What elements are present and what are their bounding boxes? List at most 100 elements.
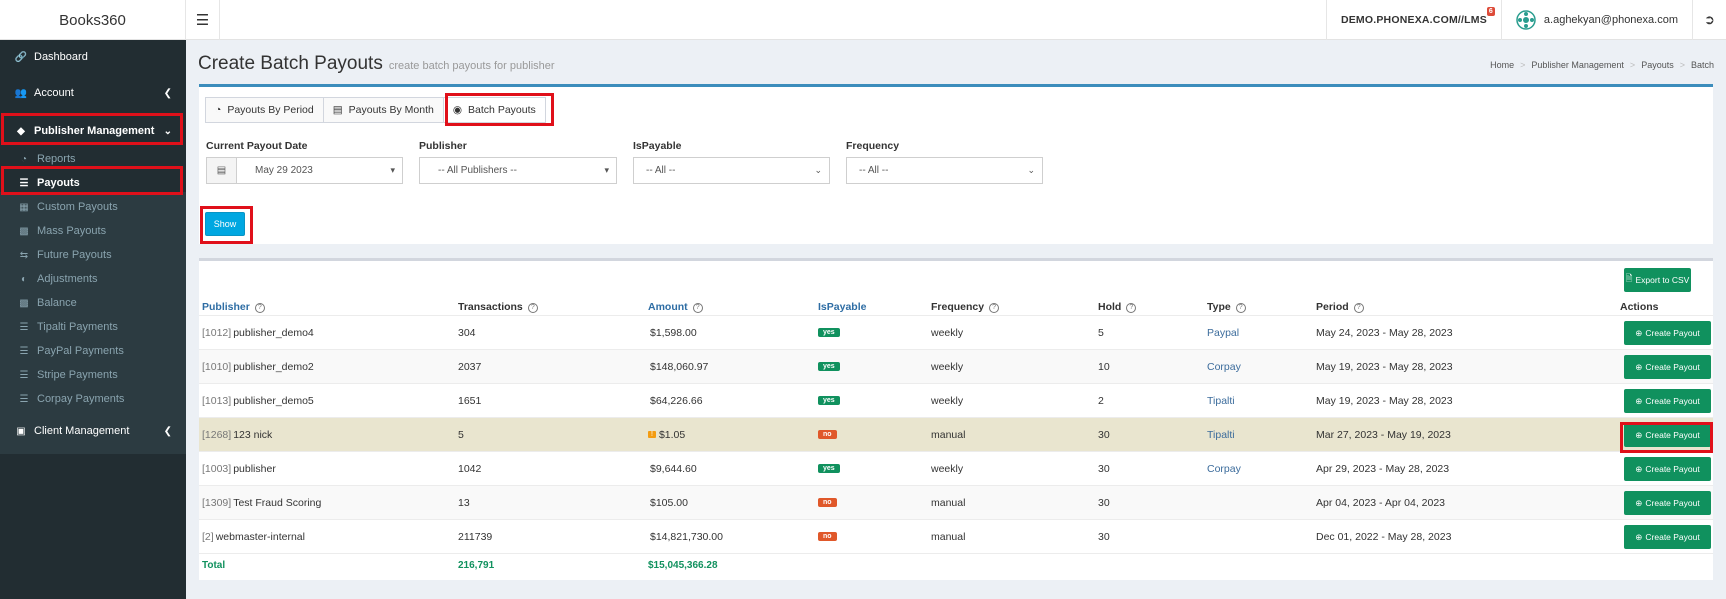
list-icon: ☰	[19, 393, 29, 405]
cell-publisher: [1013] publisher_demo5	[202, 384, 314, 417]
sidebar-subitem-custom-payouts[interactable]: ▦ Custom Payouts	[0, 195, 186, 219]
breadcrumb-home[interactable]: Home	[1490, 60, 1515, 70]
payout-date-picker[interactable]: ▤ May 29 2023 ▾	[206, 157, 403, 184]
lms-link[interactable]: DEMO.PHONEXA.COM//LMS 6	[1325, 0, 1501, 40]
create-payout-button[interactable]: ⊕ Create Payout	[1624, 457, 1711, 481]
list-icon: ☰	[19, 369, 29, 381]
tab-payouts-by-month[interactable]: ▤ Payouts By Month	[322, 97, 444, 123]
sidebar-item-publisher-management[interactable]: ◆ Publisher Management ⌄	[0, 114, 186, 148]
cell-hold: 30	[1098, 462, 1110, 475]
column-header-label: Frequency	[931, 301, 985, 313]
export-csv-button[interactable]: 🗎 Export to CSV	[1624, 268, 1691, 292]
create-payout-label: Create Payout	[1645, 328, 1700, 338]
create-payout-button[interactable]: ⊕ Create Payout	[1624, 423, 1711, 447]
cell-amount: $64,226.66	[650, 394, 703, 407]
chevron-down-icon: ⌄	[814, 165, 822, 175]
cell-hold: 30	[1098, 530, 1110, 543]
breadcrumb-publisher-management[interactable]: Publisher Management	[1531, 60, 1624, 70]
publisher-name: publisher_demo2	[233, 360, 314, 373]
cell-is-payable: yes	[818, 452, 840, 485]
cell-hold: 30	[1098, 428, 1110, 441]
create-payout-label: Create Payout	[1645, 464, 1700, 474]
user-menu[interactable]: a.aghekyan@phonexa.com	[1500, 0, 1692, 40]
column-header-label: Transactions	[458, 301, 523, 313]
cell-period: Mar 27, 2023 - May 19, 2023	[1316, 428, 1451, 441]
cell-type[interactable]: Tipalti	[1207, 394, 1235, 407]
app-logo[interactable]: Books360	[0, 0, 186, 40]
create-payout-label: Create Payout	[1645, 532, 1700, 542]
sidebar-subitem-reports[interactable]: ◔ Reports	[0, 147, 186, 171]
cell-amount: $1,598.00	[650, 326, 697, 339]
frequency-label: Frequency	[846, 140, 900, 152]
help-icon: ?	[1353, 303, 1364, 313]
status-badge: yes	[818, 328, 840, 337]
sidebar-subitem-payouts[interactable]: ☰ Payouts	[0, 171, 186, 195]
cubes-icon: ◉	[452, 104, 463, 116]
sidebar-subitem-future-payouts[interactable]: ⇆ Future Payouts	[0, 243, 186, 267]
hamburger-icon[interactable]: ☰	[186, 0, 220, 40]
list-icon: ☰	[19, 177, 29, 189]
table-row: [1012] publisher_demo4 304 $1,598.00 yes …	[199, 315, 1713, 349]
sidebar-subitem-balance[interactable]: ▩ Balance	[0, 291, 186, 315]
show-button[interactable]: Show	[205, 212, 245, 236]
sidebar-subitem-corpay-payments[interactable]: ☰ Corpay Payments	[0, 387, 186, 411]
publisher-name: publisher	[233, 462, 276, 475]
sidebar-item-dashboard[interactable]: 🔗 Dashboard	[0, 40, 186, 74]
sidebar-subitem-stripe-payments[interactable]: ☰ Stripe Payments	[0, 363, 186, 387]
chevron-left-icon: ❮	[163, 425, 172, 437]
create-payout-button[interactable]: ⊕ Create Payout	[1624, 321, 1711, 345]
sidebar-subitem-tipalti-payments[interactable]: ☰ Tipalti Payments	[0, 315, 186, 339]
page-subtitle: create batch payouts for publisher	[388, 60, 555, 72]
cell-type[interactable]: Corpay	[1207, 360, 1241, 373]
is-payable-select[interactable]: -- All -- ⌄	[633, 157, 830, 184]
tab-payouts-by-period[interactable]: ◔ Payouts By Period	[205, 97, 324, 123]
chevron-left-icon: ❮	[163, 87, 172, 99]
cell-type[interactable]: Paypal	[1207, 326, 1240, 339]
cell-is-payable: yes	[818, 350, 840, 383]
cell-publisher: [1309] Test Fraud Scoring	[202, 486, 321, 519]
cell-type[interactable]: Tipalti	[1207, 428, 1235, 441]
caret-down-icon: ▾	[604, 165, 609, 175]
tab-batch-payouts[interactable]: ◉ Batch Payouts	[442, 97, 546, 123]
adjust-icon: ◐	[20, 273, 28, 285]
table-row: [1003] publisher 1042 $9,644.60 yes weekl…	[199, 451, 1713, 485]
money-icon: ▩	[19, 225, 29, 237]
pie-chart-icon: ◔	[215, 104, 222, 116]
cell-transactions: 304	[458, 326, 476, 339]
total-label: Total	[202, 560, 226, 571]
cell-period: May 24, 2023 - May 28, 2023	[1316, 326, 1453, 339]
sidebar-item-account[interactable]: 👥 Account ❮	[0, 76, 186, 110]
sidebar-subitem-paypal-payments[interactable]: ☰ PayPal Payments	[0, 339, 186, 363]
sidebar-item-client-management[interactable]: ▣ Client Management ❮	[0, 414, 186, 448]
page-title-text: Create Batch Payouts	[198, 53, 383, 74]
notification-badge: 6	[1486, 7, 1495, 16]
cell-amount: $105.00	[650, 496, 688, 509]
create-payout-label: Create Payout	[1645, 396, 1700, 406]
breadcrumb-payouts[interactable]: Payouts	[1641, 60, 1674, 70]
cell-type[interactable]: Corpay	[1207, 462, 1241, 475]
frequency-select-value: -- All --	[859, 165, 889, 176]
frequency-select[interactable]: -- All -- ⌄	[846, 157, 1043, 184]
create-payout-button[interactable]: ⊕ Create Payout	[1624, 525, 1711, 549]
create-payout-button[interactable]: ⊕ Create Payout	[1624, 355, 1711, 379]
cell-publisher: [2] webmaster-internal	[202, 520, 305, 553]
publisher-select[interactable]: -- All Publishers -- ▾	[419, 157, 617, 184]
create-payout-button[interactable]: ⊕ Create Payout	[1624, 491, 1711, 515]
table-footer-row	[199, 553, 1713, 577]
column-header-publisher[interactable]: Publisher?	[202, 301, 265, 313]
sign-out-icon[interactable]: ➲	[1692, 0, 1726, 40]
tab-label: Payouts By Month	[348, 104, 434, 116]
tab-label: Payouts By Period	[227, 104, 314, 116]
lms-link-label: DEMO.PHONEXA.COM//LMS	[1340, 14, 1487, 26]
cubes-icon: ◆	[17, 125, 25, 137]
sidebar-subitem-mass-payouts[interactable]: ▩ Mass Payouts	[0, 219, 186, 243]
money-icon: ▩	[19, 297, 29, 309]
sidebar-subitem-label: Tipalti Payments	[37, 321, 118, 333]
column-header-period: Period?	[1316, 301, 1364, 313]
sidebar-subitem-adjustments[interactable]: ◐ Adjustments	[0, 267, 186, 291]
cell-period: May 19, 2023 - May 28, 2023	[1316, 360, 1453, 373]
column-header-amount[interactable]: Amount?	[648, 301, 703, 313]
column-header-is-payable[interactable]: IsPayable	[818, 301, 866, 313]
create-payout-button[interactable]: ⊕ Create Payout	[1624, 389, 1711, 413]
cell-transactions: 1042	[458, 462, 482, 475]
